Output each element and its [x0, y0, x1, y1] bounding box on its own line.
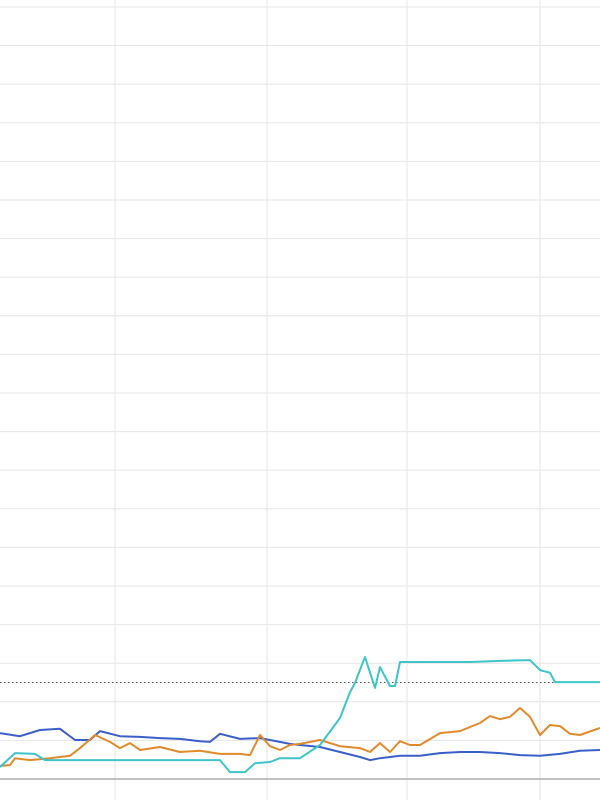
- series-lines: [0, 656, 600, 774]
- series-line-3: [0, 656, 600, 774]
- series-line-2: [0, 707, 600, 767]
